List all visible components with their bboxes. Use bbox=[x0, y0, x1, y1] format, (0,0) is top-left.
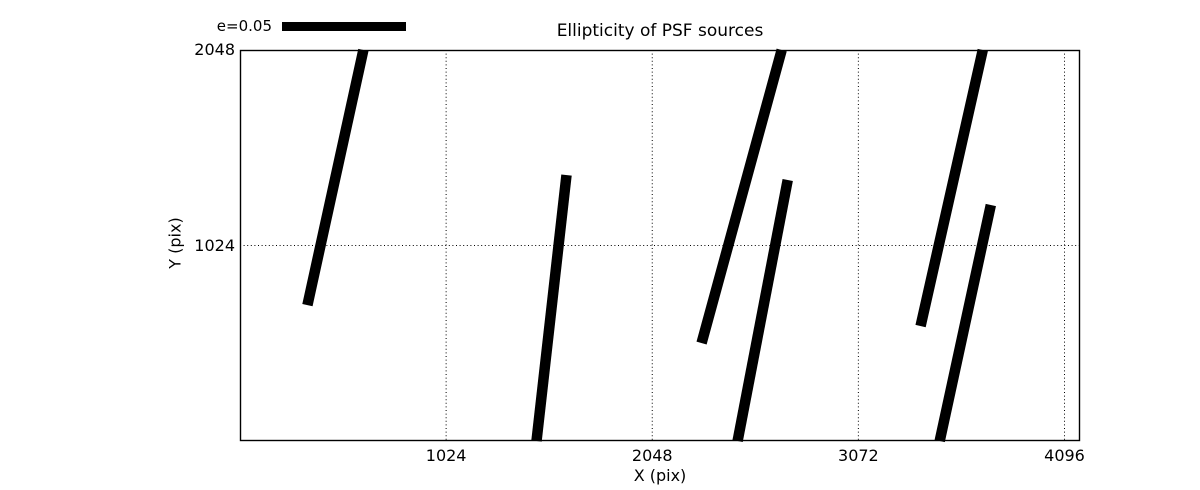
x-tick-label: 4096 bbox=[1044, 446, 1085, 465]
x-tick-label: 3072 bbox=[838, 446, 879, 465]
y-tick-label: 1024 bbox=[194, 235, 235, 255]
ellipticity-whisker bbox=[302, 48, 369, 307]
legend-scale-bar bbox=[282, 22, 406, 31]
ellipticity-whisker bbox=[934, 203, 996, 443]
legend-label: e=0.05 bbox=[216, 17, 272, 35]
y-axis-label: Y (pix) bbox=[165, 217, 185, 269]
x-tick-label: 1024 bbox=[425, 446, 467, 465]
x-tick-label: 2048 bbox=[631, 446, 673, 465]
ellipticity-whisker bbox=[915, 48, 988, 328]
chart-title: Ellipticity of PSF sources bbox=[556, 21, 764, 41]
axes-border bbox=[239, 49, 1081, 442]
ellipticity-whisker bbox=[696, 48, 787, 345]
ellipticity-whisker bbox=[531, 174, 572, 442]
ellipticity-whisker bbox=[732, 179, 793, 442]
y-tick-label: 2048 bbox=[194, 40, 235, 59]
plot-canvas bbox=[239, 48, 1081, 443]
x-axis-label: X (pix) bbox=[633, 466, 687, 485]
